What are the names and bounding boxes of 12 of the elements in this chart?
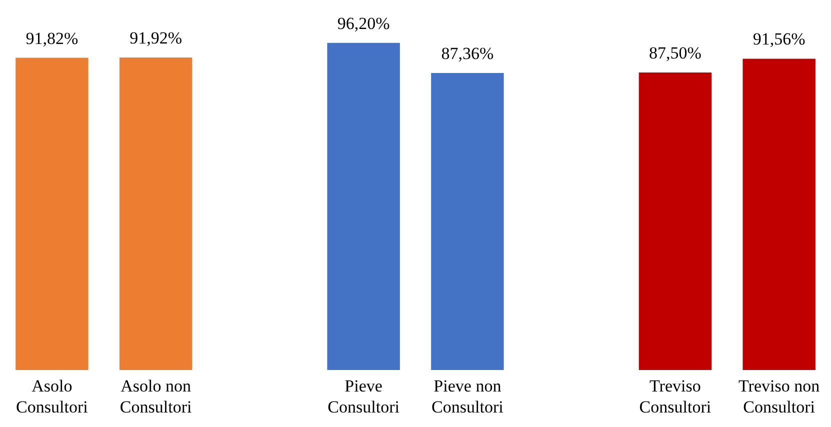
- data-label: 91,56%: [752, 30, 806, 49]
- x-tick-label: Treviso Consultori: [639, 376, 712, 416]
- x-tick-label: Pieve non Consultori: [432, 376, 504, 416]
- data-label: 91,92%: [130, 28, 182, 48]
- data-label: 91,82%: [26, 28, 78, 48]
- x-tick-label: Asolo non Consultori: [120, 376, 192, 416]
- x-tick-label: Pieve Consultori: [328, 376, 400, 416]
- data-label: 96,20%: [337, 14, 390, 33]
- x-tick-label: Treviso non Consultori: [738, 376, 820, 416]
- data-label: 87,36%: [441, 44, 494, 63]
- x-tick-label: Asolo Consultori: [16, 376, 88, 416]
- data-label: 87,50%: [648, 44, 702, 62]
